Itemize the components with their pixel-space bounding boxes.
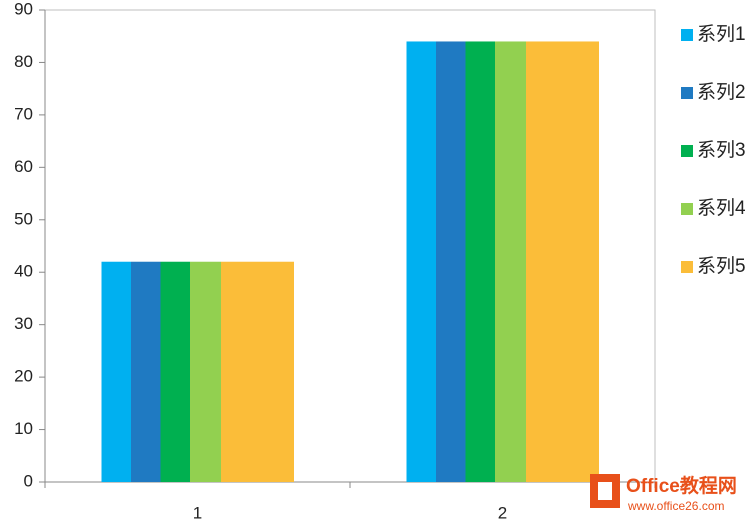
legend-text: 系列1 xyxy=(697,23,746,45)
legend-swatch xyxy=(681,29,693,41)
y-tick-label: 80 xyxy=(14,52,33,71)
bar xyxy=(190,261,221,482)
bar xyxy=(465,41,495,482)
legend-swatch xyxy=(681,261,693,273)
y-tick-label: 0 xyxy=(24,471,33,490)
bar xyxy=(495,41,526,482)
y-tick-label: 70 xyxy=(14,104,33,123)
legend-text: 系列3 xyxy=(697,139,746,161)
bar xyxy=(101,261,131,482)
bar xyxy=(526,41,599,482)
x-tick-label: 1 xyxy=(193,503,202,521)
y-tick-label: 60 xyxy=(14,157,33,176)
y-tick-label: 10 xyxy=(14,419,33,438)
bar xyxy=(406,41,436,482)
legend-swatch xyxy=(681,87,693,99)
legend-text: 系列2 xyxy=(697,81,746,103)
watermark-url: www.office26.com xyxy=(627,499,725,513)
bar xyxy=(221,261,294,482)
y-tick-label: 40 xyxy=(14,262,33,281)
bar xyxy=(131,261,161,482)
legend-text: 系列4 xyxy=(697,197,746,219)
y-tick-label: 30 xyxy=(14,314,33,333)
watermark: Office教程网 www.office26.com xyxy=(590,474,737,513)
y-tick-label: 20 xyxy=(14,367,33,386)
bar xyxy=(160,261,190,482)
legend-text: 系列5 xyxy=(697,255,746,277)
legend-swatch xyxy=(681,145,693,157)
watermark-logo-inner xyxy=(598,482,612,500)
watermark-title: Office教程网 xyxy=(626,474,737,497)
y-tick-label: 90 xyxy=(14,0,33,18)
legend-swatch xyxy=(681,203,693,215)
x-tick-label: 2 xyxy=(498,503,507,521)
y-tick-label: 50 xyxy=(14,209,33,228)
bar xyxy=(436,41,466,482)
